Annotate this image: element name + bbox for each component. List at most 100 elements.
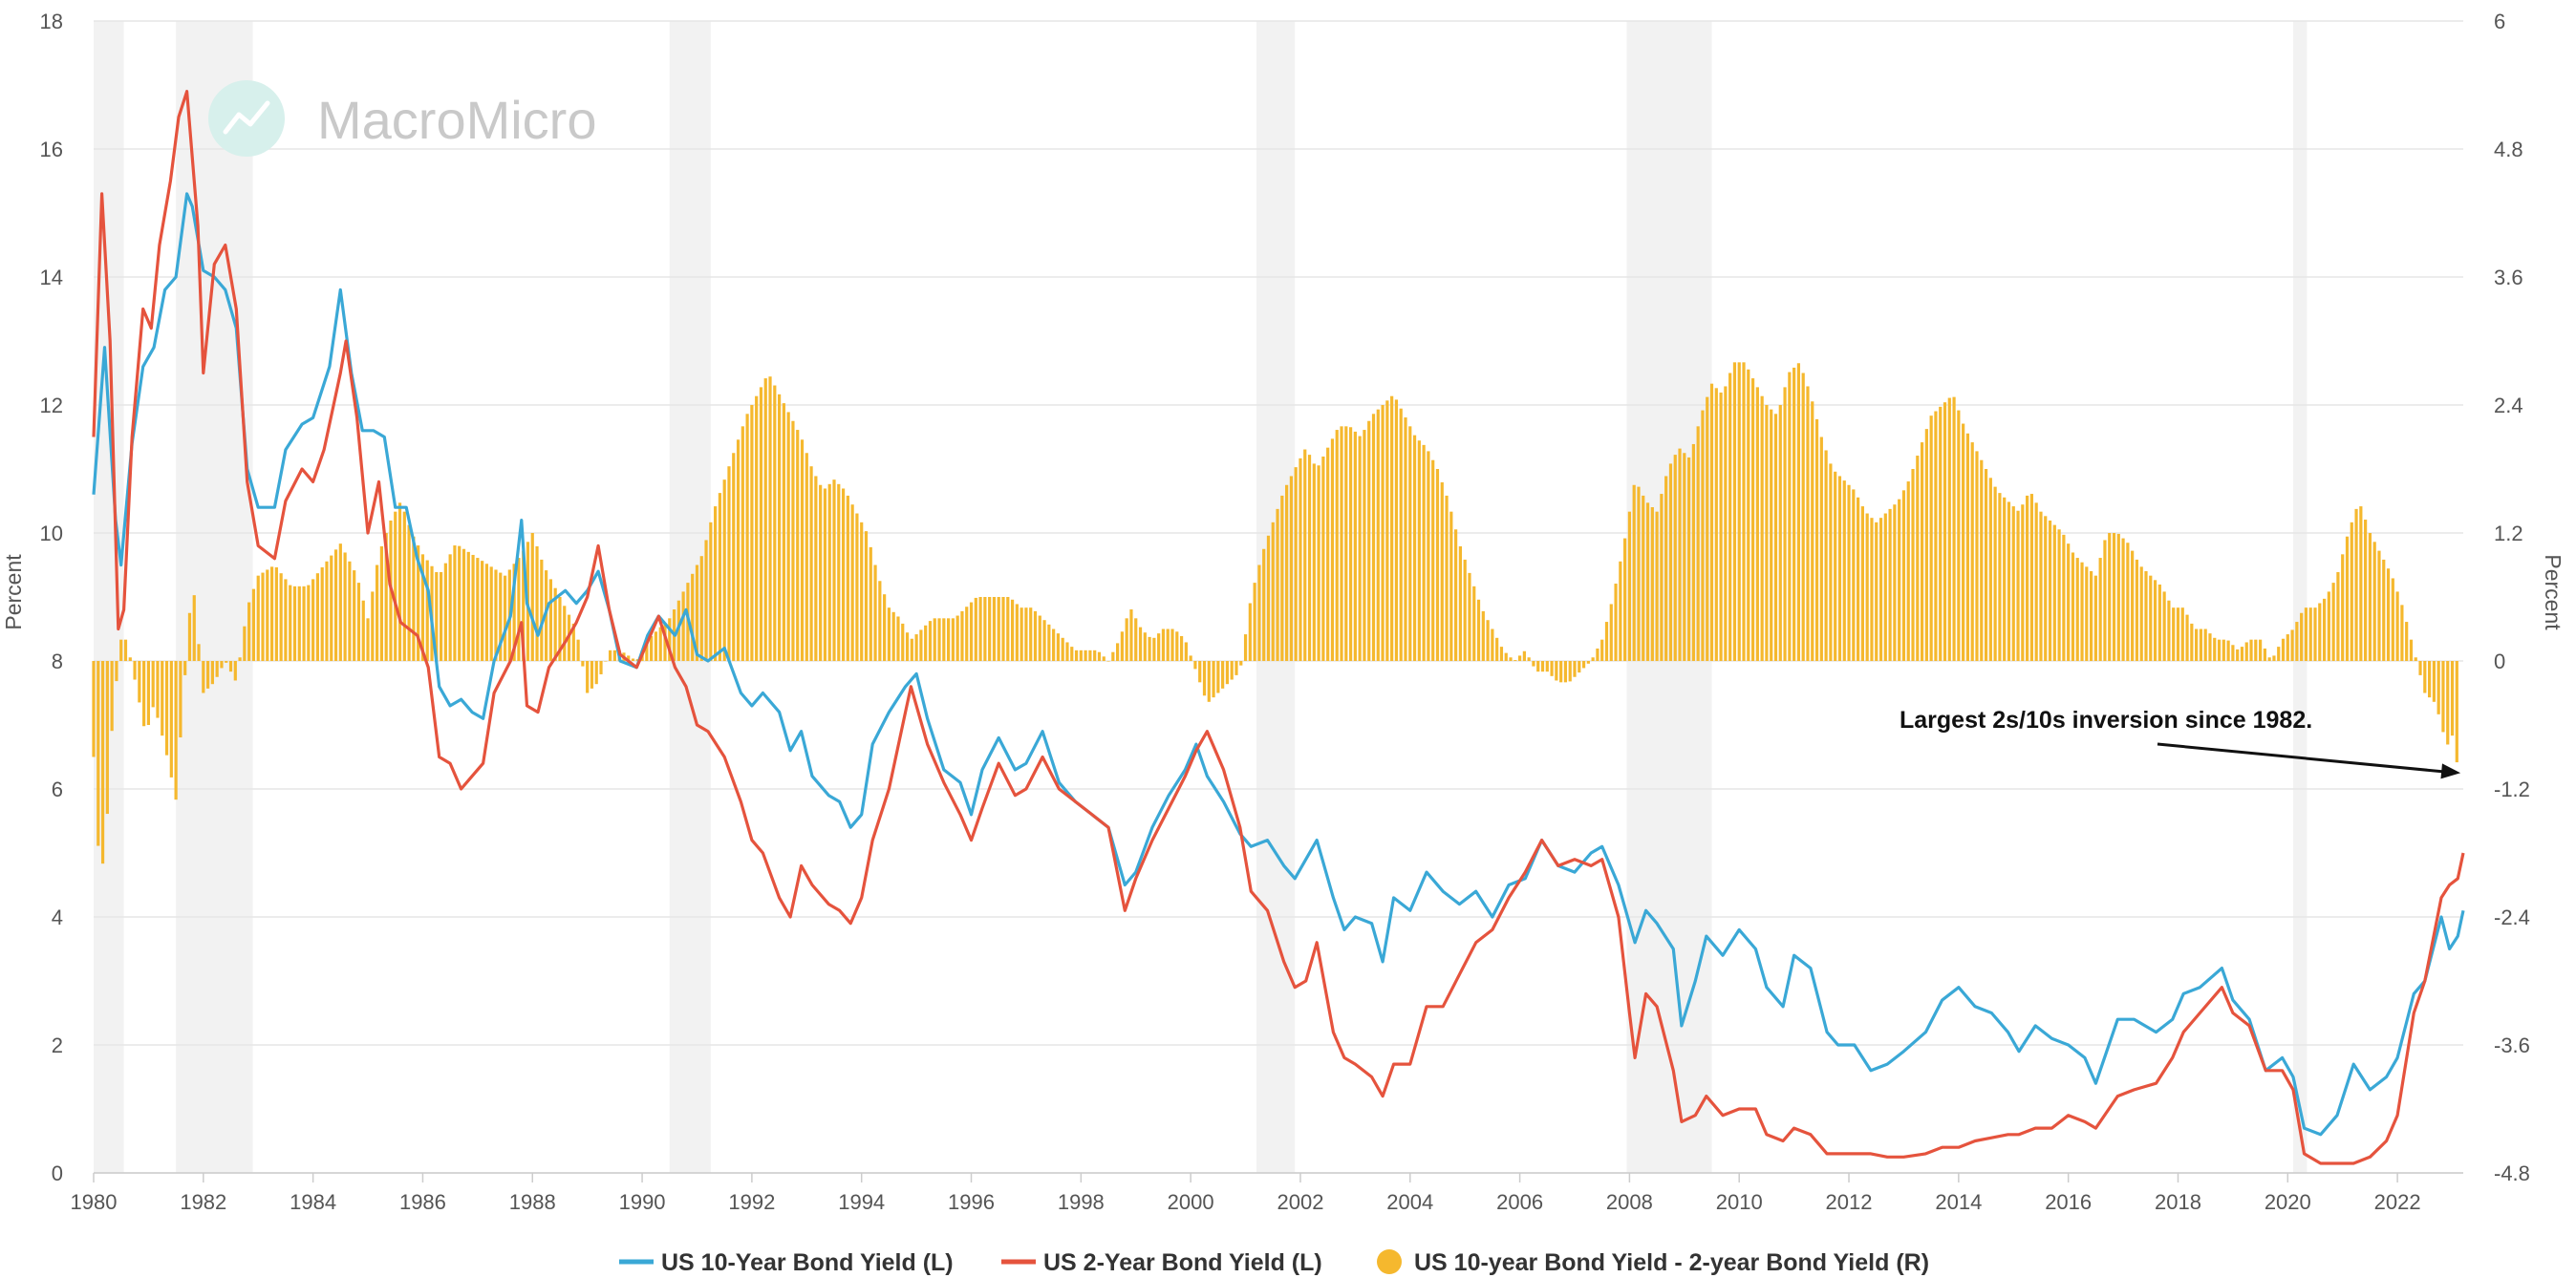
spread-bar: [1143, 632, 1147, 661]
spread-bars: [92, 362, 2458, 864]
x-tick-label: 2018: [2155, 1190, 2201, 1214]
spread-bar: [119, 639, 123, 661]
spread-bar: [1148, 636, 1151, 661]
spread-bar: [338, 543, 342, 661]
yield-lines: [92, 90, 2465, 1165]
spread-bar: [768, 376, 772, 661]
x-tick-label: 2000: [1168, 1190, 1214, 1214]
recession-band-1: [176, 21, 253, 1173]
spread-bar: [1911, 469, 1915, 661]
spread-bar: [2240, 647, 2244, 661]
spread-bar: [805, 453, 808, 661]
spread-bar: [2455, 661, 2458, 763]
spread-bar: [1207, 661, 1211, 702]
spread-bar: [755, 395, 759, 661]
spread-bar: [2180, 607, 2184, 661]
spread-bar: [205, 661, 210, 689]
spread-bar: [1371, 414, 1376, 661]
spread-bar: [983, 597, 987, 661]
x-tick-label: 2002: [1277, 1190, 1323, 1214]
spread-bar: [691, 573, 695, 661]
spread-bar: [1404, 417, 1407, 661]
spread-bar: [2153, 580, 2157, 661]
spread-bar: [1591, 657, 1595, 661]
spread-bar: [481, 561, 484, 661]
spread-bar: [1513, 660, 1517, 661]
x-tick-label: 1988: [509, 1190, 556, 1214]
right-axis-title: Percent: [2541, 554, 2565, 630]
spread-bar: [1737, 362, 1741, 661]
spread-bar: [1102, 656, 1106, 661]
spread-bar: [2195, 628, 2199, 661]
spread-bar: [1417, 440, 1421, 661]
legend-item-spread[interactable]: US 10-year Bond Yield - 2-year Bond Yiel…: [1377, 1249, 1929, 1276]
spread-bar: [1604, 622, 1609, 661]
spread-bar: [1243, 634, 1248, 661]
spread-bar: [1532, 661, 1535, 667]
spread-bar: [2304, 607, 2308, 661]
spread-bar: [1285, 484, 1289, 661]
spread-bar: [2418, 661, 2422, 675]
spread-bar: [384, 533, 388, 661]
spread-bar: [1545, 661, 1549, 672]
spread-bar: [115, 661, 118, 682]
spread-bar: [631, 658, 635, 661]
spread-bar: [814, 476, 818, 661]
left-tick-label: 6: [52, 777, 63, 801]
spread-bar: [1664, 476, 1668, 661]
spread-bar: [1898, 499, 1901, 661]
spread-bar: [2157, 584, 2161, 661]
spread-bar: [1824, 450, 1828, 661]
spread-bar: [1476, 599, 1481, 661]
spread-bar: [1427, 451, 1430, 661]
spread-bar: [1088, 650, 1092, 661]
spread-bar: [586, 661, 590, 693]
spread-bar: [782, 403, 785, 661]
x-tick-label: 2010: [1716, 1190, 1763, 1214]
spread-bar: [627, 655, 631, 661]
spread-bar: [955, 615, 959, 661]
spread-bar: [1262, 548, 1266, 661]
spread-bar: [330, 555, 333, 661]
spread-bar: [1348, 427, 1353, 661]
spread-bar: [1499, 647, 1504, 661]
spread-bar: [1865, 513, 1869, 661]
spread-bar: [745, 414, 749, 661]
spread-bar: [1317, 465, 1320, 661]
spread-bar: [251, 588, 256, 661]
spread-bar: [1509, 657, 1513, 661]
spread-bar: [2395, 591, 2399, 661]
spread-bar: [846, 495, 849, 661]
spread-bar: [599, 661, 603, 674]
spread-bar: [458, 545, 462, 661]
spread-bar: [238, 657, 242, 661]
spread-bar: [1645, 502, 1650, 661]
spread-bar: [736, 439, 741, 661]
spread-bar: [2208, 633, 2212, 661]
spread-bar: [841, 488, 846, 661]
legend-item-two-year[interactable]: US 2-Year Bond Yield (L): [1001, 1249, 1322, 1276]
spread-bar: [1321, 456, 1325, 661]
spread-bar: [969, 602, 974, 661]
inversion-annotation: Largest 2s/10s inversion since 1982.: [1900, 707, 2461, 779]
spread-bar: [1445, 495, 1449, 661]
spread-bar: [179, 661, 182, 738]
spread-bar: [1947, 397, 1951, 661]
spread-bar: [292, 586, 297, 661]
legend-label-two-year: US 2-Year Bond Yield (L): [1043, 1249, 1322, 1276]
x-tick-label: 2012: [1826, 1190, 1873, 1214]
spread-bar: [1134, 618, 1138, 661]
right-tick-label: 0: [2494, 650, 2505, 673]
legend-item-ten-year[interactable]: US 10-Year Bond Yield (L): [619, 1249, 954, 1276]
spread-bar: [791, 420, 795, 661]
spread-bar: [2112, 533, 2116, 661]
spread-bar: [1965, 433, 1970, 661]
spread-bar: [2003, 497, 2007, 661]
spread-bar: [2345, 536, 2350, 661]
spread-bar: [1970, 442, 1974, 661]
spread-bar: [2203, 628, 2207, 661]
spread-bar: [2244, 642, 2248, 661]
spread-bar: [1029, 607, 1033, 661]
spread-bar: [777, 394, 782, 661]
